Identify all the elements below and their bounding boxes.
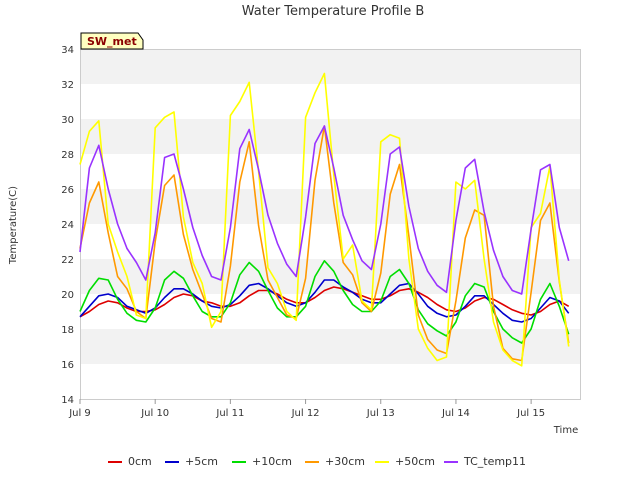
legend-label: +10cm	[252, 455, 292, 468]
legend-label: +50cm	[395, 455, 435, 468]
series-line--5cm	[79, 279, 570, 323]
legend-item: +50cm	[375, 455, 435, 468]
y-tick-label: 16	[61, 360, 74, 371]
x-tick-label: Jul 12	[291, 408, 320, 419]
station-tag: SW_met	[80, 32, 144, 50]
x-tick-label: Jul 15	[516, 408, 545, 419]
y-tick-label: 34	[61, 45, 74, 56]
station-tag-box	[80, 32, 144, 50]
background-band	[80, 224, 580, 259]
background-band	[80, 84, 580, 119]
y-axis-ticks: 14 16 18 20 22 24 26 28 30 32 34	[61, 45, 74, 406]
series-line-tc-temp11	[79, 125, 570, 295]
x-tick-label: Jul 10	[140, 408, 169, 419]
x-axis-ticks: Jul 9 Jul 10 Jul 11 Jul 12 Jul 13 Jul 14 Jul 1…	[68, 399, 545, 419]
background-band	[80, 189, 580, 224]
y-axis-label: Temperature(C)	[8, 186, 19, 265]
background-bands	[80, 49, 580, 399]
x-tick-label: Jul 9	[68, 408, 91, 419]
legend-label: +5cm	[185, 455, 218, 468]
y-tick-label: 18	[61, 325, 74, 336]
x-tick-label: Jul 14	[441, 408, 470, 419]
y-tick-label: 14	[61, 395, 74, 406]
y-tick-label: 24	[61, 220, 74, 231]
background-band	[80, 329, 580, 364]
x-tick-label: Jul 13	[366, 408, 395, 419]
plot-frame	[80, 49, 581, 400]
y-tick-label: 30	[61, 115, 74, 126]
background-band	[80, 294, 580, 329]
y-tick-label: 20	[61, 290, 74, 301]
x-tick-label: Jul 11	[215, 408, 244, 419]
y-tick-label: 32	[61, 80, 74, 91]
legend-item: +30cm	[305, 455, 365, 468]
x-axis-label: Time	[553, 425, 578, 436]
chart-title: Water Temperature Profile B	[242, 4, 425, 19]
legend-item: +5cm	[165, 455, 218, 468]
legend-item: 0cm	[108, 455, 152, 468]
series-line--50cm	[79, 72, 570, 367]
series-lines	[79, 72, 570, 367]
legend-item: +10cm	[232, 455, 292, 468]
station-tag-label: SW_met	[87, 35, 137, 48]
y-tick-label: 28	[61, 150, 74, 161]
legend-label: TC_temp11	[463, 455, 526, 468]
y-tick-label: 22	[61, 255, 74, 266]
legend: 0cm +5cm +10cm +30cm +50cm TC_temp11	[108, 455, 526, 468]
legend-label: +30cm	[325, 455, 365, 468]
background-band	[80, 49, 580, 84]
y-tick-label: 26	[61, 185, 74, 196]
legend-item: TC_temp11	[444, 455, 526, 468]
series-line--10cm	[79, 259, 570, 344]
legend-label: 0cm	[128, 455, 152, 468]
background-band	[80, 364, 580, 399]
